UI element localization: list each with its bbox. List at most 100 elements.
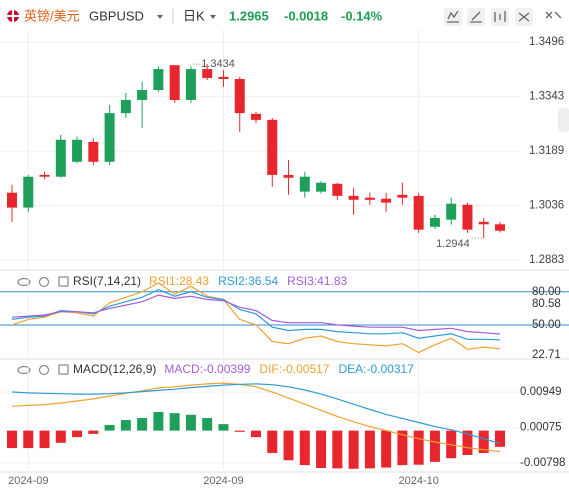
candle-body: [267, 119, 278, 175]
box-icon[interactable]: [58, 364, 69, 375]
side-tab[interactable]: [558, 108, 569, 132]
candle-body: [137, 90, 148, 100]
candle-body: [55, 139, 66, 177]
candle-body: [462, 204, 473, 230]
price-change-pct: -0.14%: [341, 8, 383, 23]
legend-entry-part: -0.00517: [282, 362, 330, 376]
legend-entry-part: -0.00399: [203, 362, 251, 376]
value-tag: 22.71: [532, 349, 561, 361]
dropdown-arrow[interactable]: [157, 15, 163, 19]
macd-bar: [299, 430, 310, 466]
candle-body: [234, 79, 245, 114]
candle-body: [72, 139, 83, 162]
candle-body: [397, 194, 408, 198]
macd-bar: [234, 430, 245, 432]
y-tick-label: 1.2883: [529, 254, 564, 266]
tool-button[interactable]: [467, 8, 485, 26]
macd-bar: [185, 414, 196, 431]
candle-body: [478, 221, 489, 225]
macd-bar: [397, 430, 408, 466]
candle-body: [23, 176, 34, 208]
y-tick-label: 1.3036: [529, 200, 564, 212]
macd-line: [11, 382, 501, 453]
candle-body: [316, 182, 327, 192]
pane-icons: [17, 276, 69, 376]
macd-bar: [348, 430, 359, 469]
macd-bar: [495, 430, 505, 447]
macd-bar: [153, 411, 164, 431]
y-tick-label: -0.00798: [520, 457, 565, 469]
macd-bar: [72, 430, 83, 438]
eye-icon[interactable]: [17, 365, 31, 375]
rsi-line: [11, 282, 501, 354]
gear-icon[interactable]: [38, 276, 50, 288]
legend-entry: DEA:-0.00317: [338, 362, 414, 376]
indicator-title: RSI(7,14,21): [73, 274, 141, 288]
macd-bar: [23, 430, 34, 449]
macd-bar: [332, 430, 343, 469]
rsi-line: [11, 294, 501, 335]
candle-body: [169, 65, 180, 100]
candle-body: [39, 174, 50, 177]
tool-icon: [470, 11, 482, 23]
box-icon[interactable]: [58, 276, 69, 287]
price-change: -0.0018: [284, 8, 328, 23]
candle-body: [7, 192, 17, 208]
candle-body: [429, 217, 440, 227]
tool-icon: [447, 10, 459, 23]
x-tick-label: 2024-10: [398, 475, 438, 487]
dropdown-arrow[interactable]: [210, 15, 216, 19]
macd-bar: [316, 430, 327, 468]
y-tick-label: 0.00949: [520, 386, 562, 398]
legend-entry-part: -0.00317: [366, 362, 414, 376]
macd-bar: [251, 430, 261, 438]
y-tick-label: 50.00: [532, 319, 561, 331]
candle-body: [495, 224, 505, 231]
macd-line: [11, 383, 501, 445]
macd-bar: [104, 424, 115, 431]
eye-icon[interactable]: [17, 277, 31, 287]
candle-body: [364, 197, 375, 200]
tool-icon[interactable]: [545, 11, 562, 19]
y-tick-label: 1.3189: [529, 145, 564, 157]
tool-icon: [494, 11, 506, 22]
macd-bar: [169, 413, 180, 431]
indicator-title: MACD(12,26,9): [73, 362, 156, 376]
macd-bar: [429, 430, 440, 462]
x-tick-label: 2024-09: [8, 475, 48, 487]
macd-bar: [364, 430, 375, 469]
candle-body: [104, 113, 115, 162]
y-tick-label: 1.3496: [529, 36, 564, 48]
candle-body: [413, 195, 424, 230]
candle-body: [332, 183, 343, 196]
tool-button[interactable]: [444, 8, 462, 26]
candle-body: [251, 113, 261, 120]
legend-entry-part: RSI1:: [149, 274, 179, 288]
legend-entry-part: 36.54: [248, 274, 278, 288]
rsi-line: [11, 288, 501, 341]
instrument-name[interactable]: 英镑/美元: [24, 8, 80, 23]
macd-bar: [267, 430, 278, 453]
legend-entry: RSI2:36.54: [218, 274, 278, 288]
candle-body: [218, 76, 229, 80]
last-price: 1.2965: [229, 8, 269, 23]
y-tick-label: 0.00075: [520, 422, 562, 434]
legend-entry: DIF:-0.00517: [259, 362, 329, 376]
macd-bar: [137, 418, 148, 431]
legend-entry-part: 41.83: [317, 274, 347, 288]
candle-body: [153, 69, 164, 91]
macd-bar: [218, 424, 229, 431]
candle-body: [348, 195, 359, 200]
candle-body: [185, 69, 196, 100]
candle-body: [120, 99, 131, 114]
legend-entry-part: RSI2:: [218, 274, 248, 288]
symbol[interactable]: GBPUSD: [89, 8, 144, 23]
candle-body: [88, 141, 99, 162]
legend-entry-part: 28.43: [179, 274, 209, 288]
period[interactable]: 日K: [183, 8, 205, 23]
gear-icon[interactable]: [38, 364, 50, 376]
legend-entry-part: MACD:: [164, 362, 203, 376]
min-label: 1.2944: [436, 238, 470, 250]
